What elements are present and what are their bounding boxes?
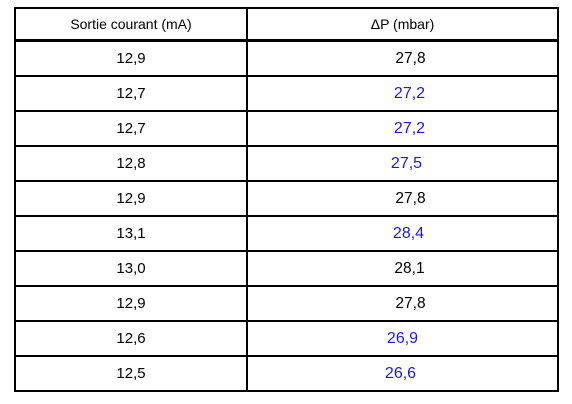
current-cell: 12,8	[14, 145, 248, 182]
table-row: 12,7 27,2	[14, 75, 559, 112]
header-current: Sortie courant (mA)	[14, 7, 248, 42]
delta-p-cell: 27,8	[246, 39, 559, 77]
table-row: 13,0 28,1	[14, 250, 559, 287]
current-cell: 12,5	[14, 355, 248, 392]
delta-p-cell: 27,5	[246, 145, 559, 182]
table-header-row: Sortie courant (mA) ΔP (mbar)	[14, 7, 559, 42]
delta-p-cell: 27,8	[246, 180, 559, 217]
delta-p-cell: 28,4	[246, 215, 559, 252]
current-cell: 13,1	[14, 215, 248, 252]
table-row: 13,1 28,4	[14, 215, 559, 252]
current-cell: 12,9	[14, 39, 248, 77]
delta-p-value: 26,6	[384, 364, 417, 382]
delta-p-value: 27,2	[393, 84, 426, 102]
delta-p-cell: 27,2	[246, 75, 559, 112]
table-row: 12,9 27,8	[14, 39, 559, 77]
delta-p-value: 28,4	[392, 224, 425, 242]
header-delta-p: ΔP (mbar)	[246, 7, 559, 42]
table-row: 12,9 27,8	[14, 180, 559, 217]
delta-p-value: 27,8	[395, 49, 426, 67]
measurement-table: Sortie courant (mA) ΔP (mbar) 12,9 27,8 …	[14, 7, 559, 392]
current-cell: 12,7	[14, 110, 248, 147]
current-cell: 13,0	[14, 250, 248, 287]
current-cell: 12,6	[14, 320, 248, 357]
delta-p-value: 26,9	[386, 329, 419, 347]
delta-p-value: 27,2	[393, 119, 426, 137]
delta-p-value: 27,8	[395, 189, 426, 207]
table-row: 12,7 27,2	[14, 110, 559, 147]
current-cell: 12,9	[14, 180, 248, 217]
data-table-container: Sortie courant (mA) ΔP (mbar) 12,9 27,8 …	[14, 7, 559, 392]
delta-p-cell: 27,2	[246, 110, 559, 147]
table-row: 12,6 26,9	[14, 320, 559, 357]
delta-p-cell: 26,9	[246, 320, 559, 357]
delta-p-value: 28,1	[394, 259, 425, 277]
delta-p-cell: 27,8	[246, 285, 559, 322]
delta-p-cell: 26,6	[246, 355, 559, 392]
table-row: 12,8 27,5	[14, 145, 559, 182]
delta-p-value: 27,5	[390, 154, 423, 172]
current-cell: 12,9	[14, 285, 248, 322]
delta-p-cell: 28,1	[246, 250, 559, 287]
table-row: 12,5 26,6	[14, 355, 559, 392]
current-cell: 12,7	[14, 75, 248, 112]
table-row: 12,9 27,8	[14, 285, 559, 322]
delta-p-value: 27,8	[395, 294, 426, 312]
